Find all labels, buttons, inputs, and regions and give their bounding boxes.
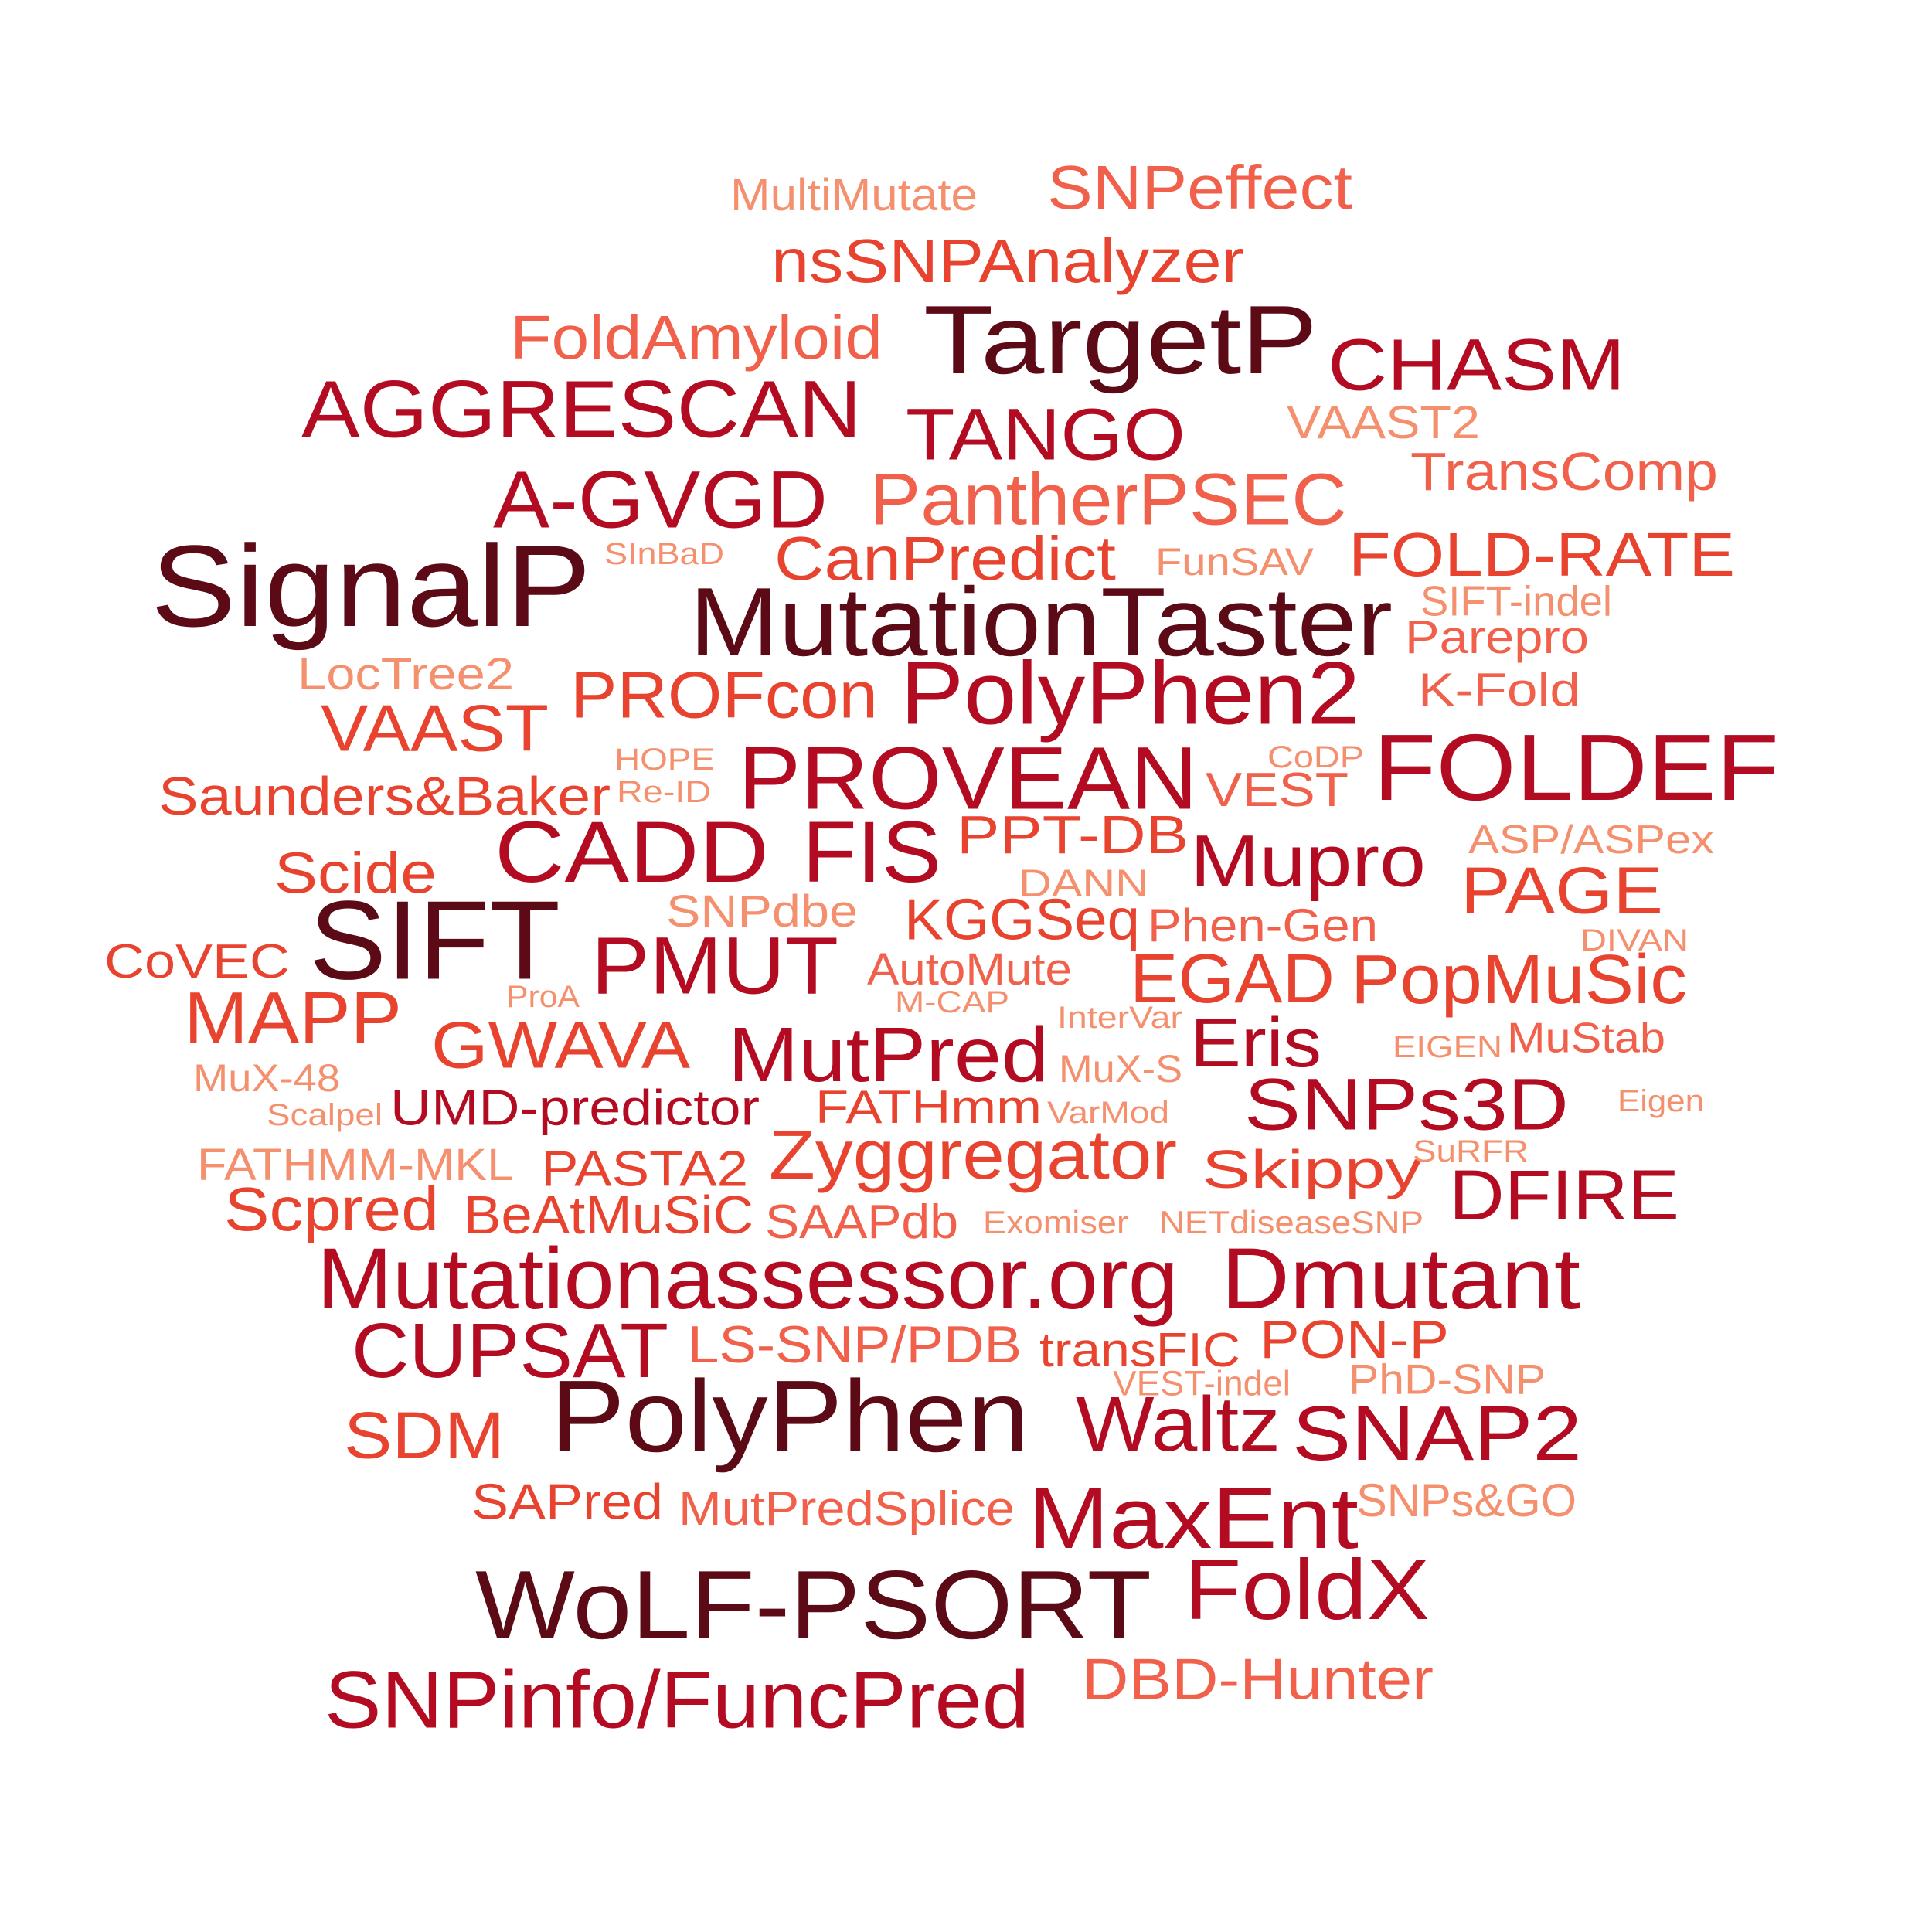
word-scpred: Scpred [224, 1175, 439, 1243]
word-beatmusic: BeAtMuSiC [464, 1185, 754, 1245]
word-mustab: MuStab [1507, 1013, 1665, 1062]
word-cadd: CADD [495, 804, 769, 900]
word-mux-48: MuX-48 [193, 1056, 340, 1100]
word-mutpredsplice: MutPredSplice [679, 1482, 1015, 1536]
word-profcon: PROFcon [570, 658, 878, 733]
word-snpinfo-funcpred: SNPinfo/FuncPred [325, 1655, 1030, 1746]
word-covec: CoVEC [104, 935, 290, 988]
word-divan: DIVAN [1580, 923, 1689, 957]
word-netdiseasesnp: NETdiseaseSNP [1159, 1204, 1424, 1240]
word-fathmm-mkl: FATHMM-MKL [197, 1140, 514, 1190]
word-snap2: SNAP2 [1292, 1390, 1582, 1477]
word-nssnpanalyzer: nsSNPAnalyzer [771, 226, 1244, 295]
word-chasm: CHASM [1328, 324, 1626, 406]
word-dfire: DFIRE [1449, 1156, 1679, 1235]
word-eigen: EIGEN [1393, 1030, 1502, 1064]
word-kggseq: KGGSeq [904, 886, 1140, 952]
word-saapdb: SAAPdb [765, 1196, 959, 1249]
word-pon-p: PON-P [1260, 1309, 1450, 1369]
word-automute: AutoMute [867, 944, 1072, 995]
word-polyphen: PolyPhen [550, 1359, 1029, 1473]
word-multimutate: MultiMutate [730, 170, 978, 220]
word-proa: ProA [506, 980, 580, 1014]
word-popmusic: PopMuSic [1351, 941, 1688, 1019]
word-snps-go: SNPs&GO [1356, 1475, 1577, 1526]
word-signalp: SignalP [151, 521, 591, 651]
word-foldx: FoldX [1184, 1543, 1430, 1638]
word-saunders-baker: Saunders&Baker [158, 766, 611, 826]
word-dmutant: Dmutant [1221, 1230, 1581, 1327]
word-vest-indel: VEST-indel [1113, 1363, 1291, 1403]
word-sift: SIFT [309, 877, 560, 1003]
word-mapp: MAPP [184, 977, 402, 1060]
word-scalpel: Scalpel [267, 1098, 383, 1132]
word-mupro: Mupro [1190, 820, 1426, 903]
word-pasta2: PASTA2 [541, 1140, 748, 1197]
word-scide: Scide [274, 840, 437, 906]
word-phd-snp: PhD-SNP [1349, 1355, 1546, 1403]
word-re-id: Re-ID [617, 775, 712, 809]
word-loctree2: LocTree2 [298, 649, 515, 699]
word-eris: Eris [1190, 1005, 1322, 1082]
word-fathmm: FATHmm [815, 1081, 1043, 1133]
word-pmut: PMUT [591, 920, 838, 1012]
word-skippy: Skippy [1202, 1139, 1422, 1199]
word-ppt-db: PPT-DB [957, 804, 1189, 865]
word-dbd-hunter: DBD-Hunter [1082, 1646, 1434, 1712]
word-foldef: FOLDEF [1373, 715, 1779, 820]
word-foldamyloid: FoldAmyloid [510, 303, 883, 372]
word-canpredict: CanPredict [774, 524, 1117, 593]
word-dann: DANN [1019, 862, 1148, 905]
word-snpeffect: SNPeffect [1047, 153, 1352, 222]
word-varmod: VarMod [1047, 1096, 1170, 1130]
word-phen-gen: Phen-Gen [1148, 900, 1378, 951]
word-fold-rate: FOLD-RATE [1349, 520, 1735, 589]
word-umd-predictor: UMD-predictor [390, 1079, 760, 1136]
word-cupsat: CUPSAT [352, 1308, 668, 1394]
word-sdm: SDM [344, 1399, 505, 1473]
word-snps3d: SNPs3D [1244, 1063, 1570, 1146]
word-asp-aspex: ASP/ASPex [1468, 818, 1715, 862]
word-intervar: InterVar [1057, 1001, 1182, 1035]
word-codp: CoDP [1267, 740, 1365, 774]
word-maxent: MaxEnt [1028, 1470, 1359, 1566]
word-zyggregator: Zyggregator [769, 1117, 1178, 1194]
word-exomiser: Exomiser [983, 1204, 1129, 1240]
word-vaast2: VAAST2 [1287, 396, 1481, 448]
word-sift-indel: SIFT-indel [1420, 577, 1612, 625]
word-gwava: GWAVA [431, 1009, 690, 1083]
word-parepro: Parepro [1405, 611, 1589, 663]
word-targetp: TargetP [923, 285, 1318, 394]
word-transcomp: TransComp [1410, 441, 1718, 502]
word-mutationassessor-org: Mutationassessor.org [317, 1230, 1179, 1327]
word-pantherpsec: PantherPSEC [869, 458, 1347, 541]
word-mutpred: MutPred [728, 1012, 1049, 1098]
word-wolf-psort: WoLF-PSORT [475, 1550, 1152, 1659]
word-transfic: transFIC [1039, 1324, 1240, 1377]
word-eigen: Eigen [1617, 1084, 1705, 1118]
word-m-cap: M-CAP [895, 985, 1010, 1019]
word-fis: FIS [802, 804, 942, 900]
word-mux-s: MuX-S [1059, 1047, 1182, 1090]
word-aggrescan: AGGRESCAN [301, 364, 862, 455]
word-egad: EGAD [1130, 940, 1335, 1018]
word-a-gvgd: A-GVGD [493, 454, 828, 546]
word-sapred: SAPred [471, 1473, 664, 1530]
word-provean: PROVEAN [738, 729, 1198, 828]
word-vest: VEST [1206, 764, 1349, 817]
word-funsav: FunSAV [1155, 540, 1315, 583]
word-tango: TANGO [906, 393, 1186, 476]
word-ls-snp-pdb: LS-SNP/PDB [688, 1315, 1022, 1374]
word-snpdbe: SNPdbe [666, 886, 859, 937]
word-waltz: Waltz [1076, 1381, 1281, 1468]
word-vaast: VAAST [321, 692, 549, 766]
word-hope: HOPE [614, 743, 716, 777]
word-page: PAGE [1461, 854, 1664, 928]
word-sinbad: SInBaD [604, 537, 724, 571]
word-k-fold: K-Fold [1418, 664, 1580, 716]
word-surfr: SuRFR [1413, 1134, 1529, 1168]
word-polyphen2: PolyPhen2 [900, 644, 1361, 743]
word-mutationtaster: MutationTaster [689, 567, 1393, 676]
